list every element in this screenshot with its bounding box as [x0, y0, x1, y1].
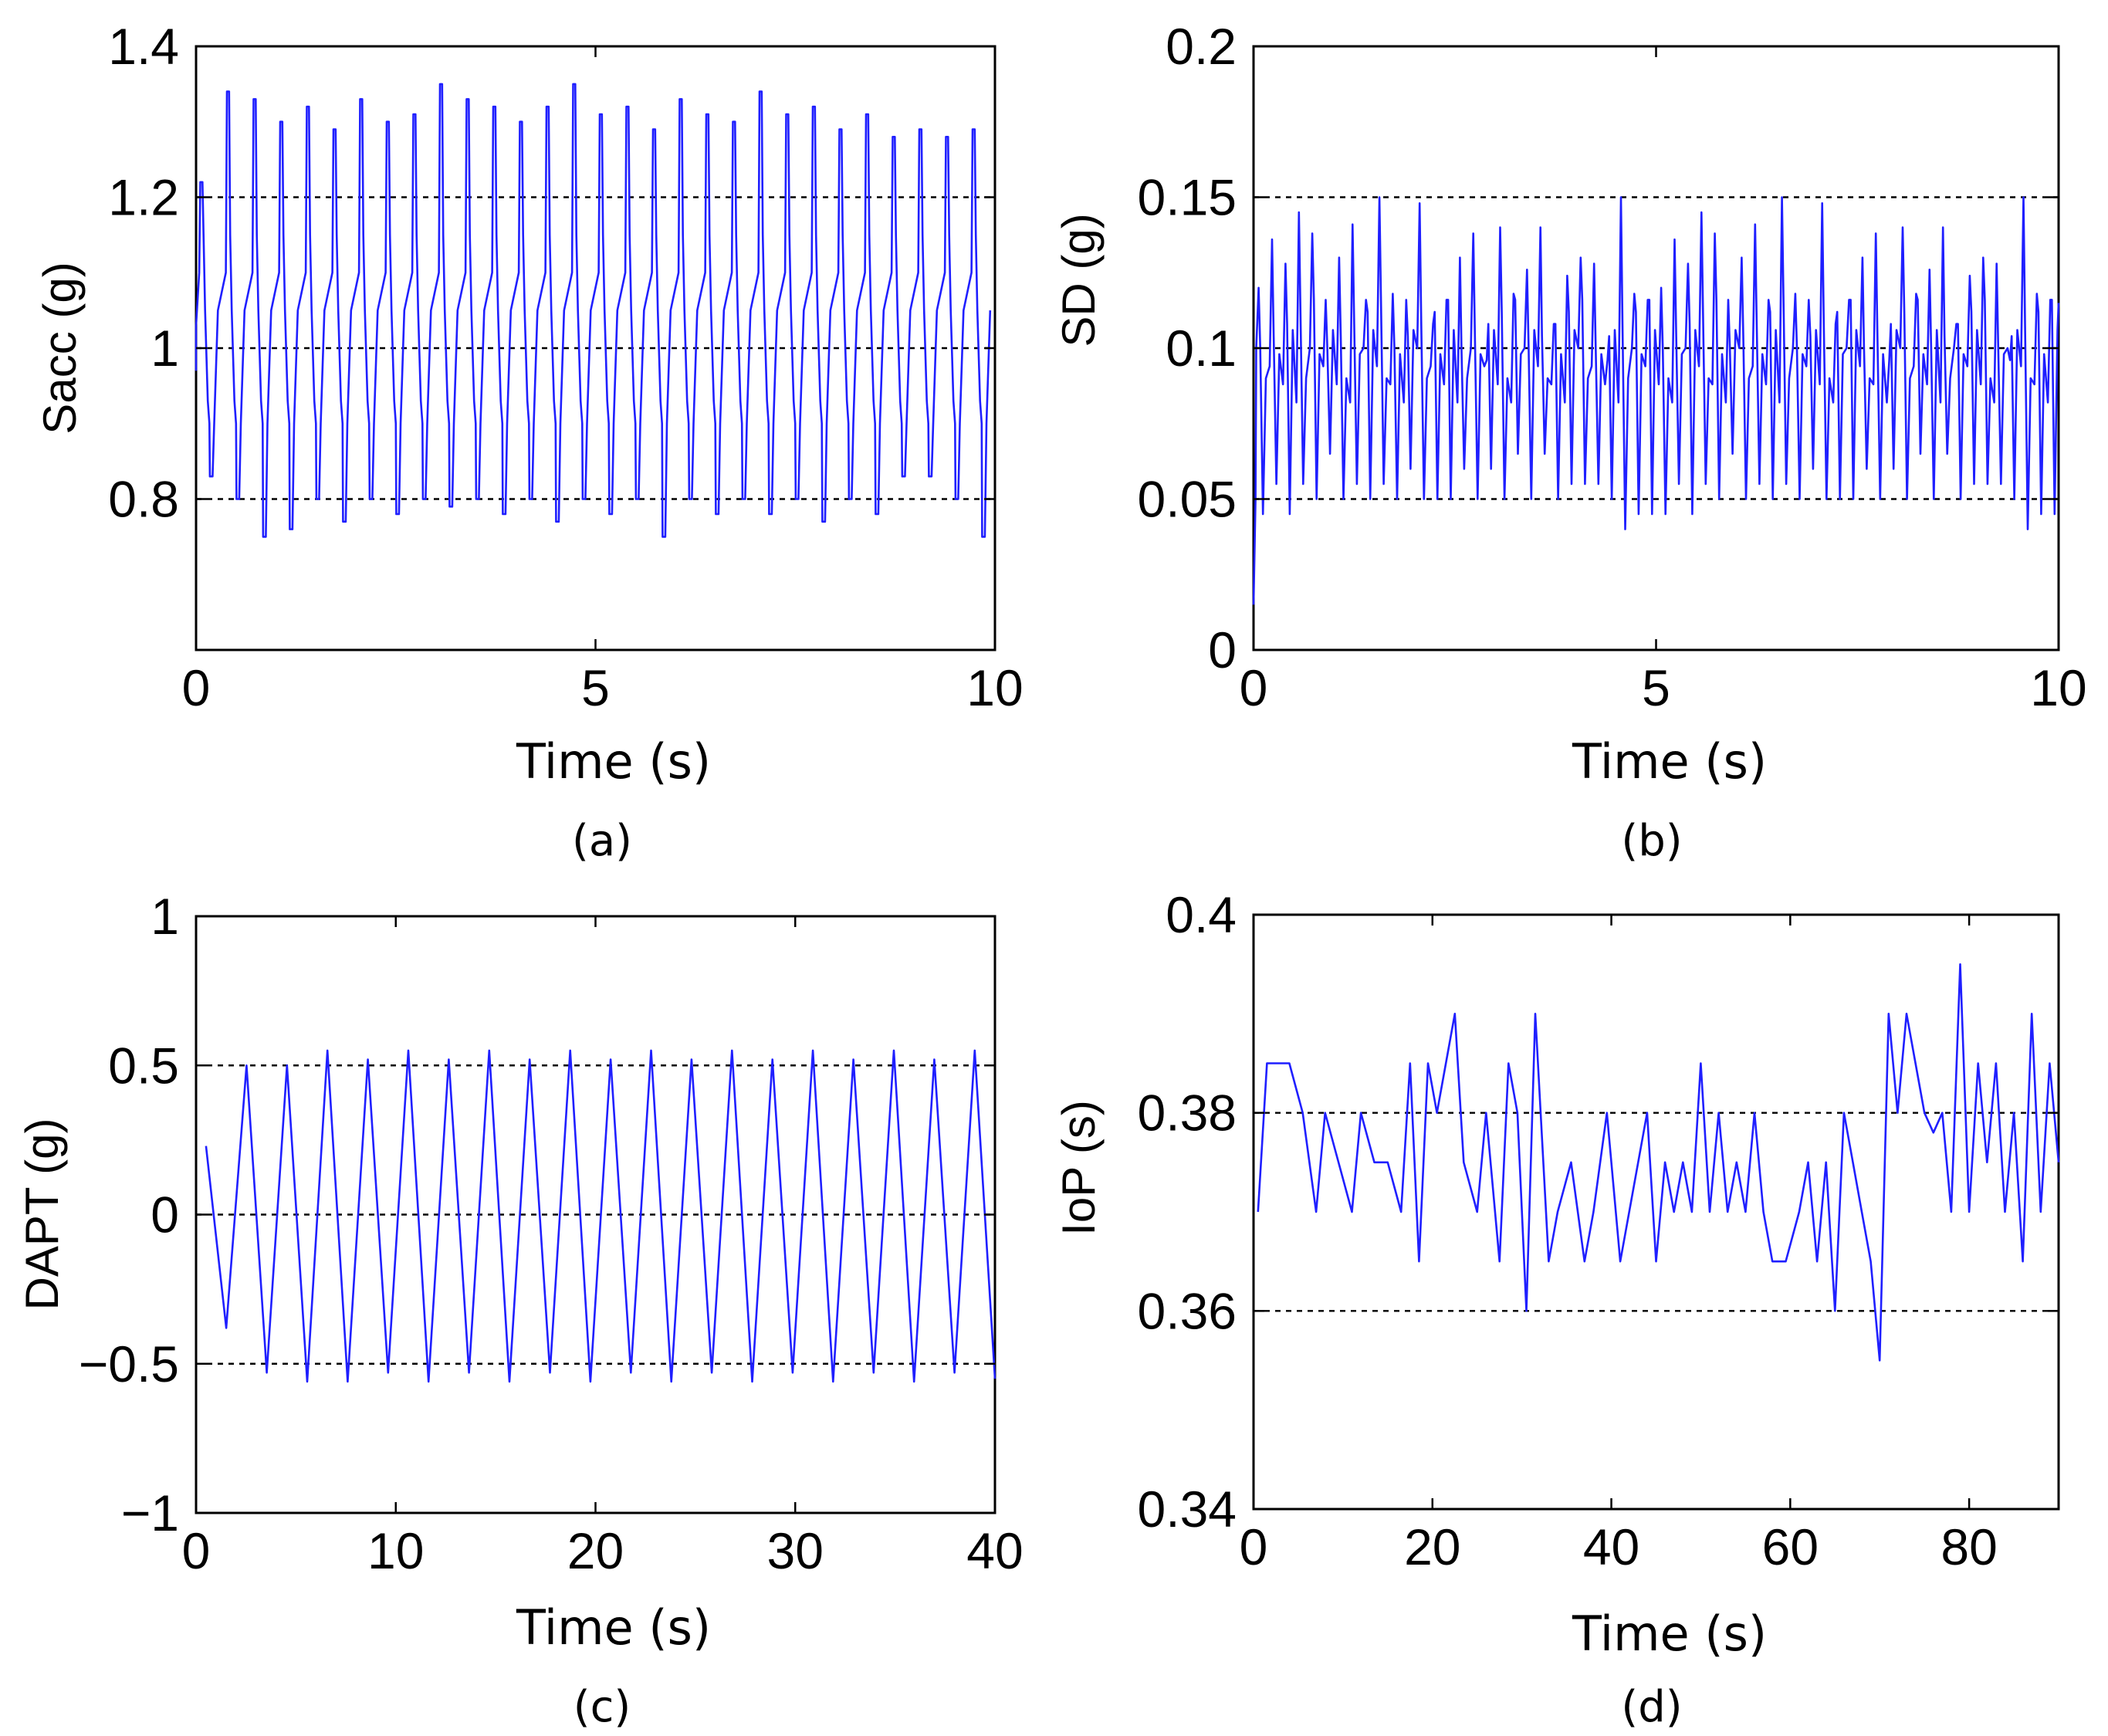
x-tick-label: 0: [1240, 659, 1268, 716]
y-axis-label: SD (g): [1053, 213, 1105, 347]
x-tick-label: 40: [966, 1522, 1023, 1579]
y-tick-label: 0.05: [1138, 471, 1237, 528]
y-tick-label: 0.8: [108, 471, 179, 528]
y-tick-label: 1.4: [108, 18, 179, 75]
series-line: [195, 83, 992, 538]
x-tick-label: 60: [1762, 1518, 1819, 1575]
panel-caption: (d): [1621, 1682, 1682, 1732]
panel-d: 0 20 40 60 80 0.34 0.36 0.38 0.4 IoP (s) Time (s…: [1053, 886, 2060, 1732]
x-tick-label: 40: [1583, 1518, 1639, 1575]
y-tick-label: 0.1: [1166, 320, 1237, 377]
y-tick-label: −1: [121, 1484, 179, 1541]
y-axis-label: Sacc (g): [34, 262, 86, 434]
plot-frame: [1252, 913, 2060, 1511]
y-tick-label: 0.34: [1138, 1481, 1237, 1538]
y-tick-label: 0.5: [108, 1037, 179, 1094]
panel-caption: (b): [1621, 816, 1682, 866]
panel-c: 0 10 20 30 40 −1 −0.5 0 0.5 1 DAPT (g) Time (s) (…: [16, 888, 1024, 1732]
x-tick-label: 10: [2030, 659, 2086, 716]
x-tick-label: 5: [581, 659, 610, 716]
x-tick-label: 10: [367, 1522, 424, 1579]
y-tick-label: 0.4: [1166, 886, 1237, 943]
panel-b: 0 5 10 0 0.05 0.1 0.15 0.2 SD (g) Time (s) (b): [1053, 18, 2087, 866]
y-tick-label: 1: [151, 888, 179, 945]
x-tick-label: 0: [1240, 1518, 1268, 1575]
x-tick-label: 30: [767, 1522, 824, 1579]
y-axis-label: DAPT (g): [16, 1118, 68, 1311]
x-tick-label: 80: [1941, 1518, 1997, 1575]
series-line: [1252, 196, 2060, 605]
x-axis-label: Time (s): [516, 733, 711, 790]
y-tick-label: 0.38: [1138, 1085, 1237, 1142]
series-line: [1257, 963, 2060, 1362]
y-tick-label: 1: [151, 320, 179, 377]
y-axis-label: IoP (s): [1053, 1100, 1105, 1236]
x-tick-label: 20: [1404, 1518, 1460, 1575]
x-tick-label: 0: [182, 659, 211, 716]
x-tick-label: 5: [1642, 659, 1670, 716]
x-axis-label: Time (s): [1572, 733, 1767, 790]
y-tick-label: 0.36: [1138, 1282, 1237, 1339]
y-tick-label: 0: [151, 1186, 179, 1244]
y-tick-label: 0: [1208, 621, 1237, 678]
x-axis-label: Time (s): [1572, 1606, 1767, 1662]
x-tick-label: 10: [966, 659, 1023, 716]
x-axis-label: Time (s): [516, 1599, 711, 1656]
panel-caption: (a): [572, 816, 632, 866]
x-tick-label: 0: [182, 1522, 211, 1579]
panel-caption: (c): [574, 1682, 631, 1732]
panel-a: 0 5 10 0.8 1 1.2 1.4 Sacc (g) Time (s) (a): [34, 18, 1024, 866]
series-line: [205, 1049, 996, 1383]
y-tick-label: −0.5: [79, 1335, 179, 1393]
y-tick-label: 0.15: [1138, 169, 1237, 226]
x-tick-label: 20: [567, 1522, 624, 1579]
y-tick-label: 0.2: [1166, 18, 1237, 75]
y-tick-label: 1.2: [108, 169, 179, 226]
